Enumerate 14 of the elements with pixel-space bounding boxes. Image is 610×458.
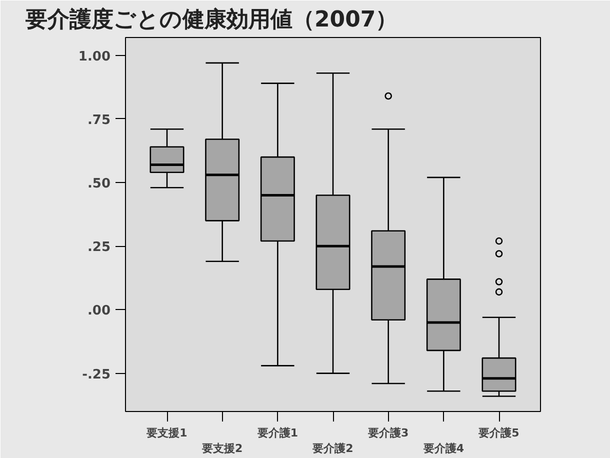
y-tick-label: .50 — [87, 176, 110, 192]
x-tick-label: 要介護5 — [478, 426, 520, 440]
y-tick-label: .00 — [87, 304, 110, 319]
x-tick-label: 要支援1 — [146, 426, 188, 440]
x-tick-label: 要介護4 — [422, 442, 464, 456]
x-tick-label: 要介護1 — [256, 426, 298, 440]
chart-title: 要介護度ごとの健康効用値（2007） — [24, 6, 398, 32]
y-tick-label: .25 — [87, 240, 110, 256]
y-tick-label: -.25 — [82, 367, 111, 382]
y-tick-label: 1.00 — [78, 49, 111, 64]
x-tick-label: 要介護3 — [367, 426, 409, 440]
y-tick-label: .75 — [87, 112, 110, 128]
x-tick-label: 要支援2 — [201, 442, 243, 456]
x-tick-label: 要介護2 — [312, 442, 354, 456]
